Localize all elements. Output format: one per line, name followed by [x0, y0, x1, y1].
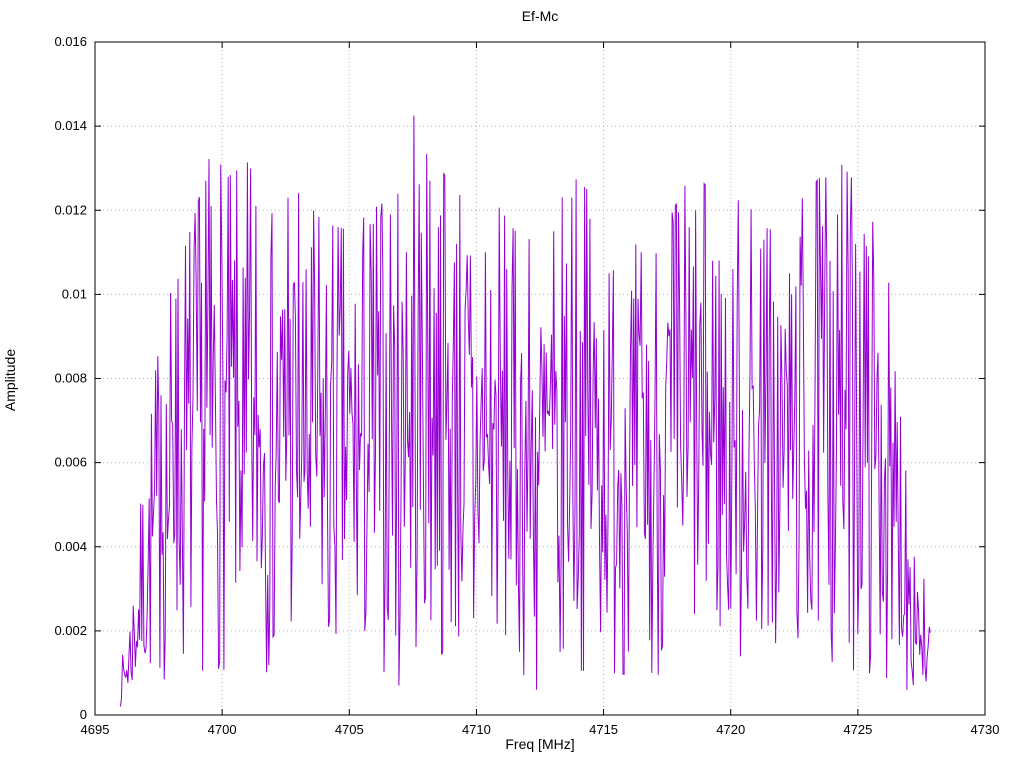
series-line [119, 115, 931, 707]
tick-marks [94, 41, 986, 716]
svg-text:4715: 4715 [589, 722, 618, 737]
svg-text:0.012: 0.012 [54, 202, 87, 217]
svg-text:0.002: 0.002 [54, 623, 87, 638]
svg-text:4710: 4710 [462, 722, 491, 737]
y-tick-labels: 0 0.002 0.004 0.006 0.008 0.01 0.012 0.014 0.016 [54, 34, 87, 722]
svg-text:4700: 4700 [208, 722, 237, 737]
svg-text:0.016: 0.016 [54, 34, 87, 49]
svg-text:4705: 4705 [335, 722, 364, 737]
x-tick-labels: 4695 4700 4705 4710 4715 4720 4725 4730 [81, 722, 1000, 737]
svg-text:4720: 4720 [716, 722, 745, 737]
svg-text:0.008: 0.008 [54, 371, 87, 386]
svg-text:0.01: 0.01 [62, 286, 87, 301]
svg-text:0.006: 0.006 [54, 455, 87, 470]
svg-text:0.004: 0.004 [54, 539, 87, 554]
chart-title: Ef-Mc [521, 8, 559, 24]
svg-text:4725: 4725 [843, 722, 872, 737]
svg-text:4695: 4695 [81, 722, 110, 737]
svg-text:4730: 4730 [971, 722, 1000, 737]
svg-text:0: 0 [80, 707, 87, 722]
x-axis-label: Freq [MHz] [505, 736, 575, 752]
svg-text:0.014: 0.014 [54, 118, 87, 133]
